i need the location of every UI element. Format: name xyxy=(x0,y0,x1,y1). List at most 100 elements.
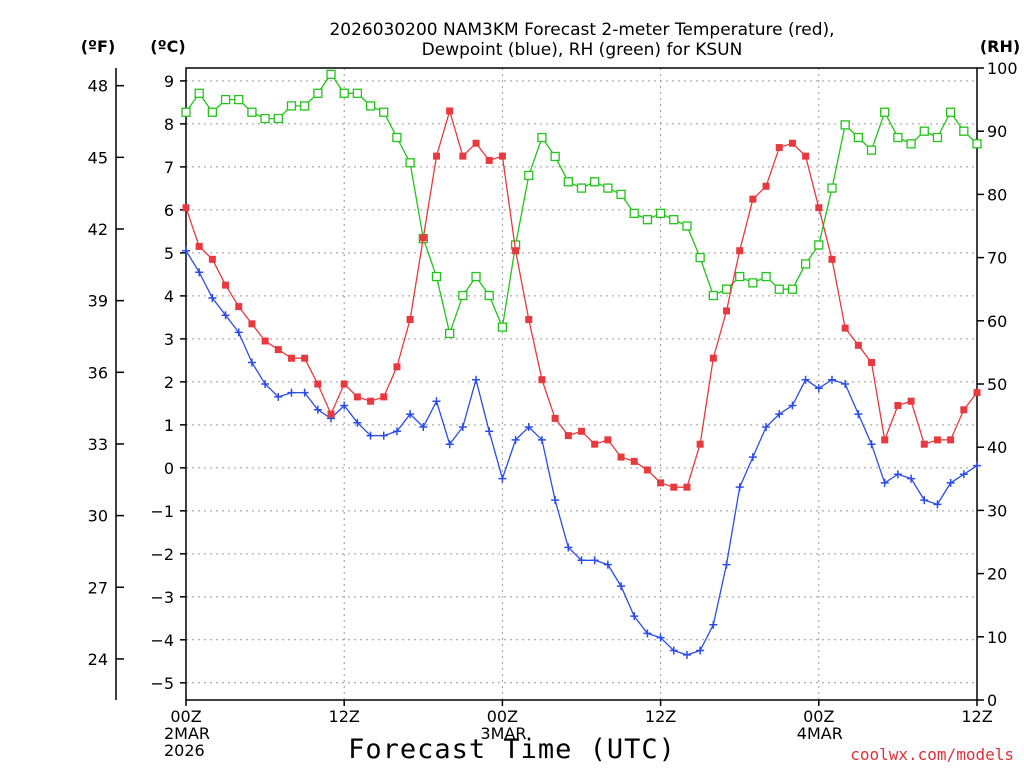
rh-point xyxy=(181,107,191,117)
fahrenheit-tick-label: 27 xyxy=(88,578,108,597)
celsius-tick-label: 2 xyxy=(164,373,174,392)
rh-tick-label: 0 xyxy=(987,691,997,710)
dewpoint-point xyxy=(366,431,375,440)
temperature-point xyxy=(591,440,599,448)
dewpoint-point xyxy=(208,294,217,303)
celsius-tick-label: 3 xyxy=(164,330,174,349)
dewpoint-point xyxy=(379,431,388,440)
rh-tick-label: 100 xyxy=(987,59,1018,78)
fahrenheit-tick-label: 30 xyxy=(88,507,108,526)
temperature-point xyxy=(960,406,968,414)
dewpoint-point xyxy=(590,556,599,565)
rh-point xyxy=(774,284,784,294)
fahrenheit-axis-label: (ºF) xyxy=(81,37,116,56)
rh-point xyxy=(497,322,508,332)
dewpoint-point xyxy=(788,401,797,410)
temperature-point xyxy=(367,397,375,405)
temperature-point xyxy=(432,152,440,160)
celsius-tick-label: 4 xyxy=(164,287,174,306)
celsius-tick-label: −1 xyxy=(150,502,174,521)
dewpoint-point xyxy=(564,543,573,552)
chart-title: 2026030200 NAM3KM Forecast 2-meter Tempe… xyxy=(329,20,834,60)
rh-point xyxy=(603,183,613,193)
rh-axis-label: (RH) xyxy=(980,37,1020,56)
rh-tick-label: 30 xyxy=(987,501,1007,520)
celsius-tick-label: −4 xyxy=(150,631,174,650)
temperature-point xyxy=(551,414,559,422)
temperature-point xyxy=(195,242,203,250)
dewpoint-point xyxy=(933,500,942,509)
rh-point xyxy=(669,215,679,225)
dewpoint-point xyxy=(722,560,731,569)
rh-tick-label: 70 xyxy=(987,249,1007,268)
temperature-point xyxy=(301,354,309,362)
temperature-point xyxy=(406,316,414,324)
temperature-point xyxy=(841,324,849,332)
celsius-tick-label: 8 xyxy=(164,115,174,134)
temperature-point xyxy=(894,401,902,409)
temperature-point xyxy=(920,440,928,448)
rh-point xyxy=(708,290,718,301)
celsius-tick-label: 6 xyxy=(164,201,174,220)
fahrenheit-tick-label: 39 xyxy=(88,292,108,311)
celsius-tick-label: −5 xyxy=(150,674,174,693)
rh-line xyxy=(185,73,978,336)
dewpoint-point xyxy=(577,556,586,565)
dewpoint-point xyxy=(406,410,415,419)
x-axis-title: Forecast Time (UTC) xyxy=(348,734,676,765)
dewpoint-point xyxy=(392,427,401,436)
rh-point xyxy=(445,328,455,339)
rh-point xyxy=(655,208,666,219)
dewpoint-point xyxy=(643,629,652,638)
time-tick-label: 00Z xyxy=(803,707,834,726)
dewpoint-point xyxy=(182,246,190,255)
dewpoint-point xyxy=(261,380,270,388)
dewpoint-point xyxy=(656,633,665,642)
temperature-point xyxy=(287,354,295,362)
temperature-point xyxy=(907,397,915,405)
rh-tick-label: 90 xyxy=(987,122,1007,141)
temperature-point xyxy=(723,307,731,315)
dewpoint-point xyxy=(537,435,546,444)
time-tick-label: 00Z xyxy=(487,707,518,726)
dewpoint-point xyxy=(419,422,428,431)
dewpoint-point xyxy=(946,478,955,487)
rh-tick-label: 80 xyxy=(987,185,1007,204)
plot-frame xyxy=(185,67,978,701)
dewpoint-series xyxy=(182,246,981,659)
dewpoint-point xyxy=(735,483,744,492)
dewpoint-point xyxy=(920,496,929,505)
rh-tick-label: 10 xyxy=(987,628,1007,647)
fahrenheit-tick-label: 45 xyxy=(88,148,108,167)
temperature-point xyxy=(802,152,810,160)
temperature-point xyxy=(657,479,665,487)
dewpoint-point xyxy=(221,311,230,320)
rh-point xyxy=(695,252,705,263)
rh-point xyxy=(339,88,349,98)
fahrenheit-tick-label: 48 xyxy=(88,77,108,96)
rh-point xyxy=(313,88,323,98)
rh-point xyxy=(484,290,494,301)
temperature-point xyxy=(472,139,480,147)
rh-point xyxy=(247,107,257,117)
dewpoint-point xyxy=(458,422,467,431)
dewpoint-point xyxy=(274,392,283,401)
chart-title-line-1: 2026030200 NAM3KM Forecast 2-meter Tempe… xyxy=(329,20,834,40)
dewpoint-point xyxy=(854,410,863,419)
rh-point xyxy=(260,113,270,124)
temperature-point xyxy=(446,107,454,115)
rh-point xyxy=(207,107,218,117)
dewpoint-point xyxy=(709,620,718,629)
rh-point xyxy=(299,101,310,111)
dewpoint-point xyxy=(287,388,296,397)
temperature-point xyxy=(670,483,678,491)
rh-point xyxy=(352,88,363,98)
rh-point xyxy=(458,290,468,301)
time-tick-label: 2026 xyxy=(164,741,205,760)
temperature-point xyxy=(709,354,717,362)
rh-point xyxy=(220,94,231,105)
temperature-point xyxy=(314,380,322,388)
temperature-point xyxy=(419,234,427,242)
temperature-point xyxy=(881,436,889,444)
rh-point xyxy=(326,69,336,79)
